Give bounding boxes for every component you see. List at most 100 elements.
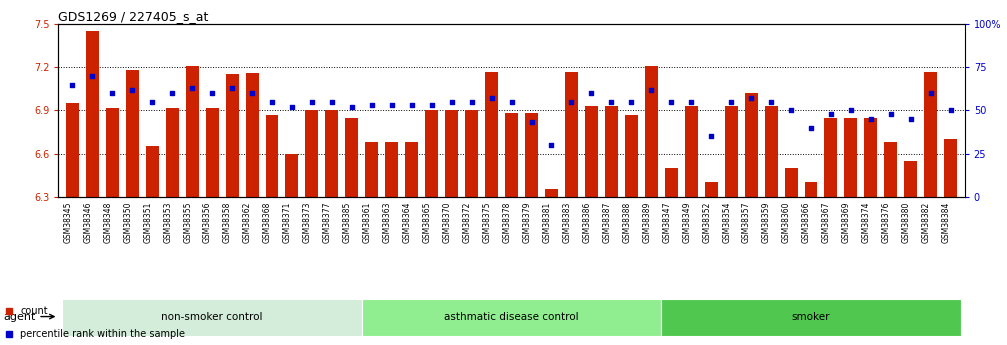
Bar [945,139,958,197]
Point [943,108,959,113]
Point [304,99,320,105]
Bar [62,299,362,336]
Text: GSM38369: GSM38369 [842,201,851,243]
Text: GDS1269 / 227405_s_at: GDS1269 / 227405_s_at [58,10,208,23]
Text: GSM38354: GSM38354 [722,201,731,243]
Point [124,87,140,92]
Bar [166,108,178,197]
Bar [924,71,938,197]
Bar [665,168,678,197]
Point [583,90,599,96]
Bar [585,106,598,197]
Point [404,102,420,108]
Bar [705,182,718,197]
Text: GSM38356: GSM38356 [203,201,212,243]
Text: GSM38383: GSM38383 [563,201,571,243]
Point [264,99,280,105]
Point [463,99,479,105]
Text: GSM38368: GSM38368 [263,201,272,243]
Text: GSM38381: GSM38381 [543,201,552,243]
Point [364,102,380,108]
Point [623,99,639,105]
Point [763,99,779,105]
Text: GSM38388: GSM38388 [622,201,631,243]
Point [504,99,520,105]
Bar [825,118,838,197]
Text: GSM38352: GSM38352 [702,201,711,243]
Text: GSM38367: GSM38367 [822,201,831,243]
Text: count: count [20,306,48,316]
Point [64,82,81,87]
Point [823,111,839,117]
Bar [662,299,961,336]
Point [803,125,819,130]
Point [204,90,221,96]
Point [783,108,800,113]
Text: GSM38355: GSM38355 [183,201,192,243]
Text: GSM38375: GSM38375 [482,201,491,243]
Point [743,96,759,101]
Point [284,104,300,110]
Bar [285,154,298,197]
Point [85,73,101,79]
Text: GSM38366: GSM38366 [802,201,811,243]
Text: GSM38372: GSM38372 [462,201,471,243]
Text: GSM38359: GSM38359 [762,201,771,243]
Text: GSM38378: GSM38378 [502,201,512,243]
Bar [445,110,458,197]
Bar [362,299,662,336]
Text: GSM38350: GSM38350 [123,201,132,243]
Bar [605,106,618,197]
Text: smoker: smoker [792,312,830,322]
Bar [246,73,259,197]
Text: GSM38371: GSM38371 [283,201,292,243]
Bar [266,115,279,197]
Point [444,99,460,105]
Text: GSM38346: GSM38346 [84,201,93,243]
Point [902,116,918,122]
Text: GSM38386: GSM38386 [582,201,591,243]
Point [544,142,560,148]
Text: GSM38364: GSM38364 [403,201,412,243]
Bar [425,110,438,197]
Bar [366,142,379,197]
Text: GSM38360: GSM38360 [782,201,792,243]
Point [563,99,579,105]
Bar [226,75,239,197]
Bar [405,142,418,197]
Bar [644,66,658,197]
Bar [784,168,798,197]
Point [184,85,200,91]
Point [863,116,879,122]
Text: GSM38347: GSM38347 [663,201,672,243]
Text: agent: agent [3,312,54,322]
Point [105,90,121,96]
Text: GSM38353: GSM38353 [163,201,172,243]
Point [144,99,160,105]
Point [384,102,400,108]
Text: GSM38361: GSM38361 [363,201,372,243]
Point [723,99,739,105]
Bar [386,142,398,197]
Bar [205,108,219,197]
Text: GSM38365: GSM38365 [423,201,432,243]
Bar [864,118,877,197]
Point [424,102,440,108]
Text: GSM38351: GSM38351 [143,201,152,243]
Text: GSM38377: GSM38377 [323,201,332,243]
Text: GSM38373: GSM38373 [303,201,312,243]
Text: GSM38363: GSM38363 [383,201,392,243]
Bar [325,110,338,197]
Point [524,120,540,125]
Text: GSM38389: GSM38389 [642,201,652,243]
Bar [465,110,478,197]
Bar [305,110,318,197]
Point [664,99,680,105]
Text: GSM38370: GSM38370 [443,201,452,243]
Point [164,90,180,96]
Bar [685,106,698,197]
Text: GSM38374: GSM38374 [862,201,871,243]
Bar [506,113,518,197]
Text: non-smoker control: non-smoker control [161,312,263,322]
Bar [904,161,917,197]
